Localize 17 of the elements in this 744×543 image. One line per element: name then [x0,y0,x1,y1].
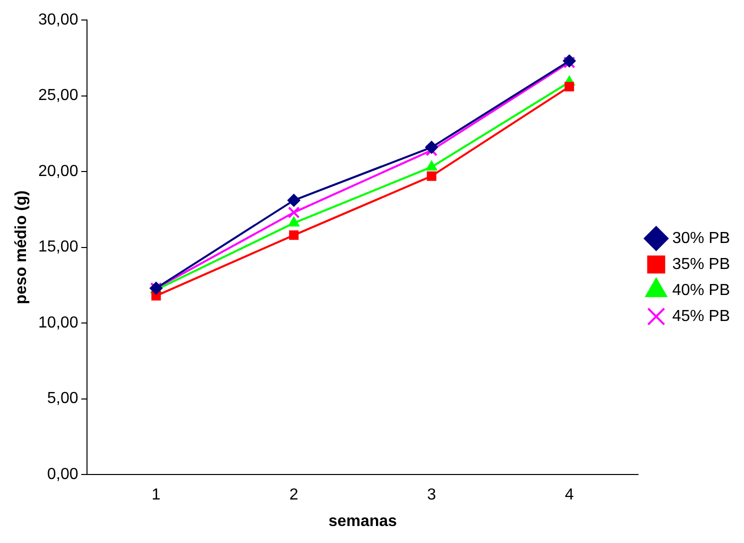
y-tick-label: 5,00 [47,390,78,408]
y-tick-label: 0,00 [47,466,78,484]
legend-label: 35% PB [672,256,730,273]
y-tick-label: 20,00 [38,162,78,180]
x-tick-label: 3 [427,486,436,504]
x-tick-label: 1 [152,486,161,504]
x-tick-label: 4 [564,486,574,504]
legend-label: 40% PB [672,282,730,299]
legend-label: 45% PB [672,308,730,325]
y-tick-label: 25,00 [38,87,78,104]
y-axis-title: peso médio (g) [13,190,30,304]
y-tick-label: 15,00 [38,238,78,256]
x-tick-label: 2 [289,486,298,504]
y-tick-label: 30,00 [38,11,78,28]
x-axis-title: semanas [328,512,398,530]
y-tick-label: 10,00 [38,314,78,332]
legend-label: 30% PB [672,230,730,247]
